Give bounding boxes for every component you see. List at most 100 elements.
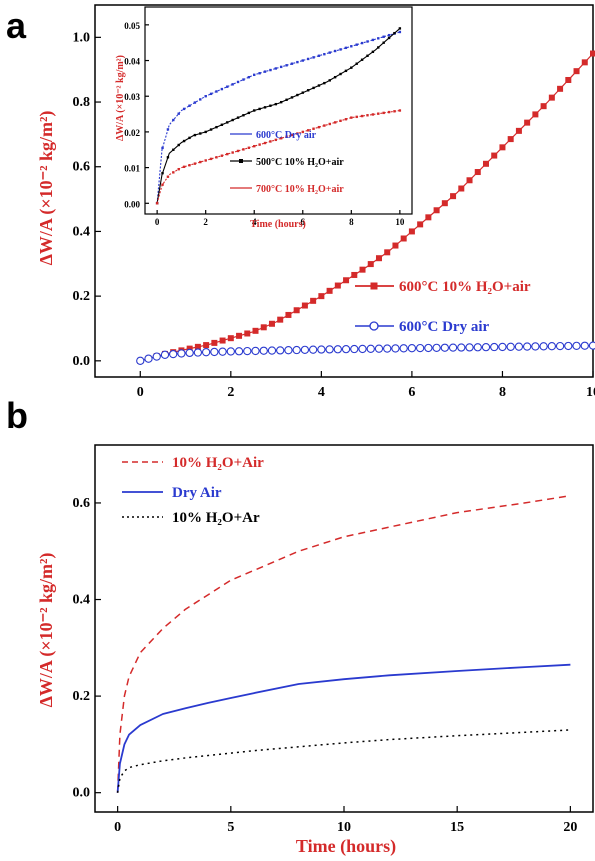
data-point-circle xyxy=(366,344,375,353)
inset-data-point xyxy=(155,202,159,205)
data-point-circle xyxy=(350,344,359,354)
panel-b-frame xyxy=(94,444,594,813)
data-point-square xyxy=(581,59,588,66)
data-point-square xyxy=(557,85,564,92)
data-point-square xyxy=(548,94,555,101)
data-point-square xyxy=(384,249,391,256)
data-point-circle xyxy=(490,342,499,352)
inset-data-point xyxy=(209,128,213,131)
inset-chart: 0.00 0.01 0.02 0.03 0.04 0.05 0 2 4 6 8 10 ΔW/A (×… xyxy=(115,6,413,230)
inset-data-point xyxy=(263,106,267,109)
data-point-circle xyxy=(498,342,507,352)
inset-data-point xyxy=(263,141,267,145)
inset-data-point xyxy=(333,121,337,124)
data-point-circle xyxy=(226,347,235,356)
inset-data-point xyxy=(231,83,234,86)
inset-legend-label-600-dry: 600°C Dry air xyxy=(256,130,317,141)
inset-data-point xyxy=(269,68,272,72)
x-tick-label: 5 xyxy=(227,820,234,835)
data-point-circle xyxy=(292,345,301,355)
x-tick-label: 2 xyxy=(203,217,208,227)
inset-y-axis-label: ΔW/A (×10⁻² kg/m²) xyxy=(115,55,126,141)
inset-data-point xyxy=(323,124,326,127)
inset-data-point xyxy=(323,52,326,56)
inset-data-point xyxy=(301,91,304,94)
data-point-circle xyxy=(234,347,244,356)
inset-series-line-2 xyxy=(156,109,400,204)
data-point-square xyxy=(260,324,267,331)
data-point-circle xyxy=(407,344,417,353)
x-tick-label: 8 xyxy=(499,385,506,400)
data-point-square xyxy=(474,169,481,176)
inset-data-point xyxy=(285,135,288,138)
inset-data-point xyxy=(377,112,380,115)
inset-data-point xyxy=(177,112,180,115)
x-tick-label: 0 xyxy=(155,217,160,227)
data-point-square xyxy=(499,144,506,151)
legend-label-dry-air: 600°C Dry air xyxy=(399,319,489,335)
inset-data-point xyxy=(328,79,331,82)
inset-data-point xyxy=(215,90,218,93)
inset-data-point xyxy=(344,69,348,73)
data-point-square xyxy=(375,255,382,262)
inset-data-point xyxy=(253,109,256,112)
data-point-circle xyxy=(415,343,425,353)
x-tick-label: 0 xyxy=(137,385,144,400)
data-point-square xyxy=(532,111,539,118)
inset-legend-label-700-wet: 700°C 10% H₂O+air xyxy=(256,184,344,195)
data-point-square xyxy=(441,200,448,207)
data-point-circle xyxy=(259,346,268,355)
x-tick-label: 6 xyxy=(301,217,306,227)
inset-data-point xyxy=(398,27,402,30)
data-point-circle xyxy=(251,346,260,356)
inset-data-point xyxy=(166,128,170,131)
inset-data-point xyxy=(209,157,213,161)
inset-data-point xyxy=(317,125,321,129)
series-line-1 xyxy=(116,663,571,793)
y-tick-label: 0.03 xyxy=(124,92,140,102)
data-point-circle xyxy=(210,347,219,357)
data-point-circle xyxy=(588,341,595,350)
data-point-square xyxy=(408,228,415,235)
data-point-square xyxy=(482,160,489,167)
inset-data-point xyxy=(360,58,364,61)
series-line-2 xyxy=(116,729,571,793)
inset-data-point xyxy=(290,62,294,65)
y-tick-label: 0.6 xyxy=(73,496,91,511)
inset-data-point xyxy=(274,102,278,106)
data-point-square xyxy=(392,242,399,249)
data-point-square xyxy=(244,330,251,337)
data-point-square xyxy=(227,335,234,342)
inset-data-point xyxy=(204,95,207,98)
data-point-circle xyxy=(284,346,293,355)
inset-data-point xyxy=(387,36,391,40)
data-point-square xyxy=(310,297,317,304)
data-point-square xyxy=(425,214,432,221)
inset-data-point xyxy=(172,118,175,122)
inset-data-point xyxy=(279,137,283,140)
inset-data-point xyxy=(339,48,342,51)
inset-data-point xyxy=(258,72,261,75)
inset-data-point xyxy=(253,73,256,77)
inset-data-point xyxy=(258,143,261,146)
data-point-circle xyxy=(391,344,400,353)
inset-data-point xyxy=(236,149,240,153)
inset-data-point xyxy=(377,46,380,49)
inset-data-point xyxy=(199,98,202,101)
inset-data-point xyxy=(317,54,321,57)
y-tick-label: 0.0 xyxy=(73,354,91,369)
data-point-square xyxy=(293,307,300,314)
inset-data-point xyxy=(199,132,202,135)
inset-data-point xyxy=(253,144,256,148)
data-point-square xyxy=(236,332,243,339)
inset-data-point xyxy=(355,43,358,46)
inset-data-point xyxy=(226,85,229,88)
inset-y-ticks: 0.00 0.01 0.02 0.03 0.04 0.05 xyxy=(124,21,149,209)
data-point-circle xyxy=(374,344,384,353)
inset-data-point xyxy=(296,132,299,135)
x-tick-label: 4 xyxy=(318,385,325,400)
data-point-circle xyxy=(317,345,326,354)
data-point-square xyxy=(458,185,465,192)
data-point-circle xyxy=(276,346,285,355)
inset-data-point xyxy=(285,98,288,101)
